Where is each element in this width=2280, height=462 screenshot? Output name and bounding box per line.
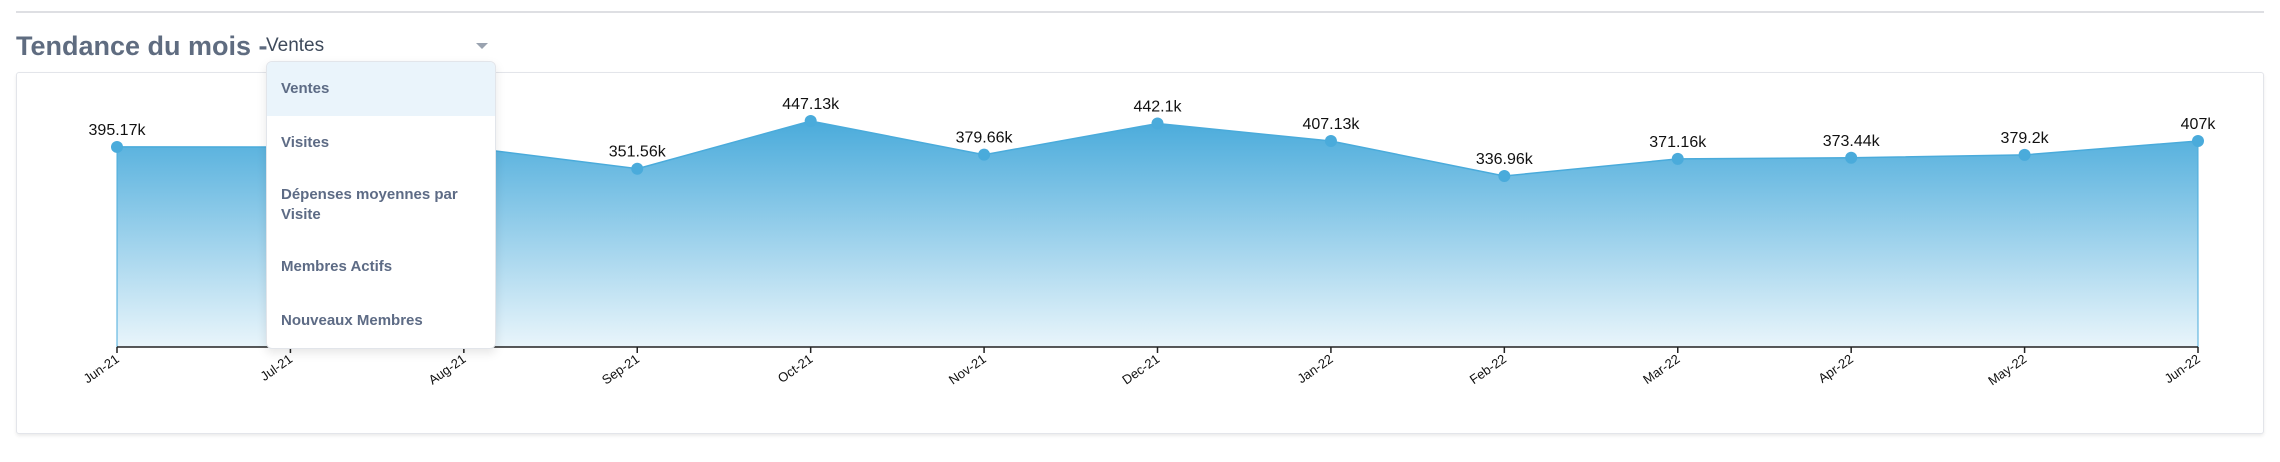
- dropdown-option-label: Visites: [281, 134, 330, 151]
- metric-select-value: Ventes: [266, 35, 325, 56]
- metric-select[interactable]: Ventes: [266, 28, 496, 64]
- dropdown-option-label: Nouveaux Membres: [281, 312, 423, 329]
- dropdown-option-label: Membres Actifs: [281, 258, 393, 275]
- dropdown-option-label: Dépenses moyennes par Visite: [281, 186, 458, 223]
- dropdown-option-ventes[interactable]: Ventes: [267, 62, 495, 116]
- dropdown-option-visites[interactable]: Visites: [267, 116, 495, 170]
- dropdown-option-label: Ventes: [281, 80, 330, 97]
- chevron-down-icon[interactable]: [476, 43, 488, 49]
- dropdown-option-depenses-moyennes[interactable]: Dépenses moyennes par Visite: [267, 170, 495, 240]
- section-header: Tendance du mois -: [16, 26, 268, 66]
- metric-dropdown-menu: Ventes Visites Dépenses moyennes par Vis…: [266, 61, 496, 349]
- dropdown-option-nouveaux-membres[interactable]: Nouveaux Membres: [267, 294, 495, 348]
- dropdown-option-membres-actifs[interactable]: Membres Actifs: [267, 240, 495, 294]
- section-title: Tendance du mois -: [16, 30, 268, 61]
- top-divider: [16, 11, 2264, 13]
